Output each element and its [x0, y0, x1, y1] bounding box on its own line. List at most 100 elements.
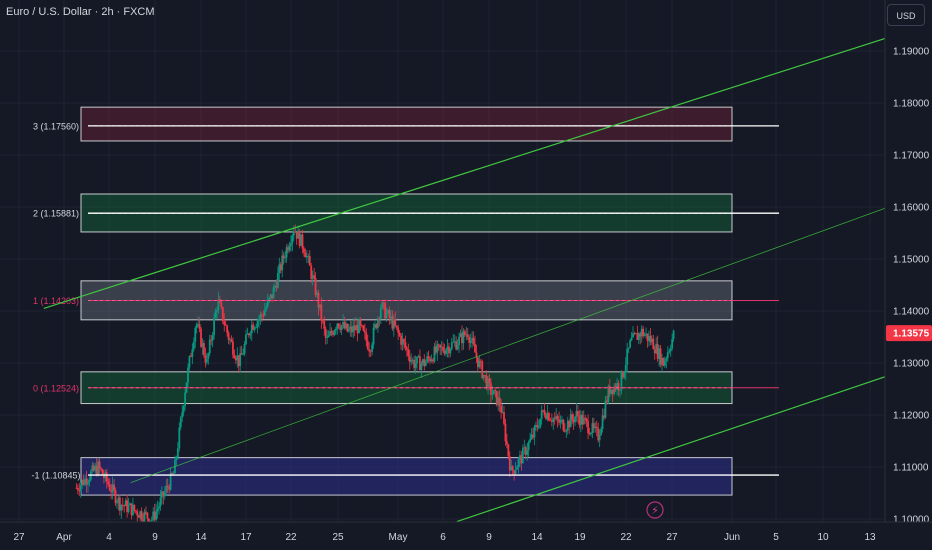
candle [559, 420, 562, 423]
candle [342, 321, 344, 326]
candle [461, 333, 463, 344]
candle [432, 359, 434, 362]
candle [632, 333, 634, 338]
x-tick-label: 5 [773, 532, 779, 543]
candle [361, 325, 363, 327]
candle [477, 357, 479, 368]
x-tick-label: 14 [195, 532, 207, 543]
level-zone [80, 457, 733, 496]
candle [419, 356, 421, 371]
candle [391, 316, 394, 329]
candle [78, 490, 81, 492]
candle [487, 378, 489, 389]
candle [639, 333, 642, 337]
candle [672, 330, 675, 340]
x-tick-label: 17 [240, 532, 252, 543]
candle [137, 515, 140, 518]
candle [187, 367, 189, 383]
candle [552, 418, 555, 422]
candle [295, 232, 298, 239]
candle [94, 465, 97, 471]
candle [429, 358, 431, 362]
candle [310, 265, 313, 279]
candle [208, 339, 211, 354]
candle [297, 230, 300, 239]
candle [339, 327, 342, 331]
candle [590, 432, 592, 435]
candle [600, 428, 603, 436]
candle [514, 469, 517, 474]
candle [227, 332, 230, 340]
candle [577, 410, 579, 417]
candle [458, 336, 460, 346]
candle [495, 390, 498, 406]
candle [366, 340, 369, 350]
candle [103, 475, 105, 478]
candle [387, 310, 389, 313]
candle [413, 359, 416, 368]
x-tick-label: 22 [285, 532, 297, 543]
candle [453, 341, 456, 343]
candle [640, 328, 643, 337]
candle [430, 359, 433, 362]
bolt-icon[interactable]: ⚡ [651, 505, 659, 517]
candle [566, 420, 569, 431]
candle [205, 358, 208, 363]
level-zones [80, 106, 733, 496]
candle [284, 257, 287, 259]
candle [213, 317, 215, 336]
candle [218, 299, 221, 303]
candle [500, 405, 502, 413]
candle [439, 344, 442, 348]
candle [561, 419, 563, 421]
candle [666, 352, 669, 359]
candle [635, 333, 637, 335]
chart-title: Euro / U.S. Dollar · 2h · FXCM [6, 6, 155, 18]
channel-line [43, 32, 903, 309]
candle [519, 455, 521, 460]
candle [526, 450, 529, 455]
candle [336, 323, 339, 330]
candle [494, 390, 497, 391]
candle [468, 337, 471, 343]
candle [648, 336, 650, 341]
candle [197, 324, 200, 325]
candle [165, 485, 168, 492]
candle [316, 292, 318, 295]
candle [356, 324, 359, 334]
currency-button[interactable]: USD [887, 4, 925, 26]
x-tick-label: 19 [574, 532, 586, 543]
time-axis-bg [0, 522, 932, 550]
candle [130, 503, 133, 516]
candle [358, 319, 360, 334]
candle [79, 484, 82, 492]
y-tick-label: 1.16000 [893, 203, 930, 214]
candle [97, 461, 100, 475]
candle [116, 502, 118, 504]
candle [445, 349, 447, 354]
candle [543, 410, 546, 416]
candle [327, 335, 330, 338]
candle [452, 341, 455, 343]
candle [376, 318, 379, 328]
candle [266, 299, 269, 307]
candle [542, 410, 545, 412]
bolt-icon-ring[interactable] [646, 501, 664, 519]
candle [146, 512, 149, 519]
candle [636, 333, 639, 340]
candle [347, 329, 350, 332]
y-tick-label: 1.15000 [893, 255, 930, 266]
candle [162, 491, 165, 497]
candle [488, 378, 491, 384]
candle [323, 321, 326, 329]
candle [245, 334, 247, 345]
candle [121, 504, 124, 506]
candle [108, 484, 111, 491]
candle [275, 285, 278, 288]
candle [665, 358, 668, 361]
candle [646, 333, 649, 341]
candle [661, 357, 663, 365]
candle [503, 412, 505, 424]
